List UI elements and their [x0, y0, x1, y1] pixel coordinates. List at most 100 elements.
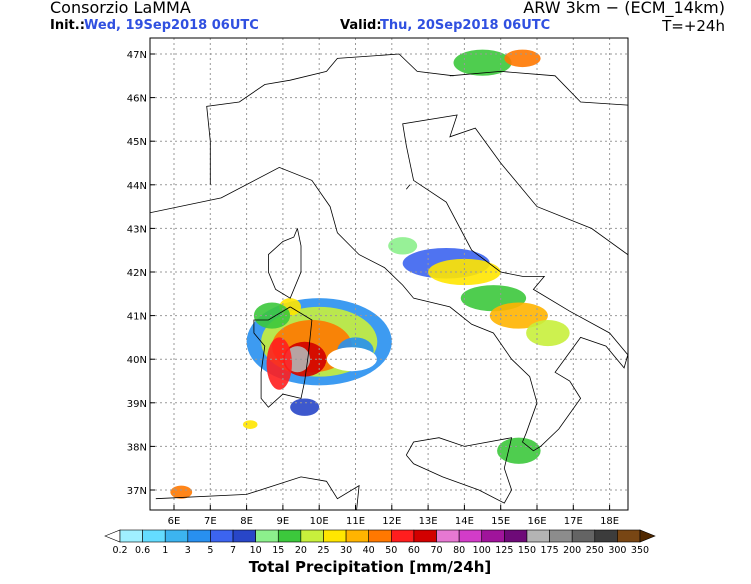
- precip-area: [253, 302, 291, 329]
- lat-label: 40N: [127, 355, 147, 366]
- init-value: Wed, 19Sep2018 06UTC: [84, 18, 259, 33]
- colorbar-cell: [571, 529, 596, 543]
- coastline: [150, 114, 628, 452]
- lat-label: 45N: [127, 137, 147, 148]
- colorbar-cell: [391, 529, 415, 543]
- colorbar-title: Total Precipitation [mm/24h]: [249, 558, 492, 576]
- coastline: [253, 306, 313, 408]
- colorbar-cell: [526, 529, 550, 543]
- init-label: Init.:: [50, 18, 85, 33]
- colorbar-cell: [617, 529, 641, 543]
- colorbar-label: 15: [272, 545, 284, 556]
- colorbar-cell: [210, 529, 234, 543]
- colorbar-max: [639, 529, 656, 543]
- colorbar-cell: [481, 529, 505, 543]
- lat-label: 44N: [127, 181, 147, 192]
- lat-label: 43N: [127, 224, 147, 235]
- colorbar-label: 1: [162, 545, 168, 556]
- precip-area: [504, 49, 541, 68]
- valid-label: Valid:: [340, 18, 382, 33]
- colorbar-label: 80: [453, 545, 465, 556]
- colorbar-cell: [164, 529, 189, 543]
- colorbar-label: 250: [586, 545, 604, 556]
- lead-time: T=+24h: [661, 17, 725, 35]
- precip-area: [428, 258, 501, 286]
- colorbar-cell: [323, 529, 347, 543]
- colorbar-cell: [119, 529, 143, 543]
- precip-area: [242, 420, 258, 429]
- colorbar-label: 70: [430, 545, 442, 556]
- colorbar-label: 40: [363, 545, 375, 556]
- lon-label: 10E: [310, 516, 329, 527]
- colorbar-label: 150: [518, 545, 536, 556]
- precip-area: [453, 49, 512, 76]
- model-name: ARW 3km − (ECM_14km): [523, 0, 725, 18]
- precip-area: [489, 302, 548, 329]
- colorbar-cell: [277, 529, 302, 543]
- colorbar-label: 200: [563, 545, 581, 556]
- colorbar-label: 7: [230, 545, 236, 556]
- lat-label: 37N: [127, 486, 147, 497]
- colorbar-cell: [255, 529, 279, 543]
- lon-label: 7E: [204, 516, 217, 527]
- colorbar-cell: [594, 529, 618, 543]
- lon-label: 11E: [346, 516, 365, 527]
- colorbar-cell: [232, 529, 256, 543]
- lat-label: 41N: [127, 312, 147, 323]
- map-area: [150, 38, 628, 510]
- lat-label: 47N: [127, 50, 147, 61]
- colorbar-label: 10: [250, 545, 262, 556]
- lon-label: 17E: [564, 516, 583, 527]
- coastline: [268, 228, 302, 299]
- coastline: [449, 70, 628, 106]
- colorbar-label: 50: [385, 545, 397, 556]
- colorbar-label: 25: [317, 545, 329, 556]
- precip-area: [170, 485, 193, 499]
- lat-label: 42N: [127, 268, 147, 279]
- colorbar-cell: [504, 529, 528, 543]
- colorbar-label: 60: [408, 545, 420, 556]
- lon-label: 9E: [277, 516, 290, 527]
- lat-label: 46N: [127, 94, 147, 105]
- coastline: [206, 53, 454, 185]
- colorbar-label: 300: [608, 545, 626, 556]
- lon-label: 6E: [168, 516, 181, 527]
- colorbar-cell: [187, 529, 211, 543]
- colorbar-cell: [549, 529, 573, 543]
- lat-label: 39N: [127, 399, 147, 410]
- precip-area: [290, 398, 320, 416]
- colorbar-cell: [436, 529, 460, 543]
- colorbar-label: 100: [473, 545, 491, 556]
- lon-label: 8E: [240, 516, 253, 527]
- precip-area: [388, 237, 418, 255]
- header-title: Consorzio LaMMA: [50, 0, 191, 17]
- coastline: [155, 476, 360, 510]
- precip-area: [526, 319, 570, 347]
- colorbar-label: 20: [295, 545, 307, 556]
- colorbar-cell: [368, 529, 392, 543]
- coastline: [405, 437, 513, 504]
- lon-label: 13E: [419, 516, 438, 527]
- colorbar-label: 3: [185, 545, 191, 556]
- colorbar-label: 0.6: [135, 545, 150, 556]
- colorbar-cell: [300, 529, 324, 543]
- precip-area: [497, 437, 541, 464]
- lat-label: 38N: [127, 442, 147, 453]
- colorbar-cell: [142, 529, 166, 543]
- lon-label: 18E: [600, 516, 619, 527]
- lon-label: 12E: [382, 516, 401, 527]
- colorbar-label: 125: [495, 545, 513, 556]
- colorbar-label: 0.2: [112, 545, 127, 556]
- lon-label: 14E: [455, 516, 474, 527]
- colorbar-cell: [413, 529, 437, 543]
- colorbar-min: [104, 529, 121, 543]
- colorbar-cell: [345, 529, 369, 543]
- colorbar-cell: [458, 529, 483, 543]
- precip-area: [266, 337, 292, 390]
- coastline: [405, 184, 411, 190]
- valid-value: Thu, 20Sep2018 06UTC: [380, 18, 550, 33]
- colorbar-label: 175: [540, 545, 558, 556]
- colorbar-label: 30: [340, 545, 352, 556]
- lon-label: 16E: [527, 516, 546, 527]
